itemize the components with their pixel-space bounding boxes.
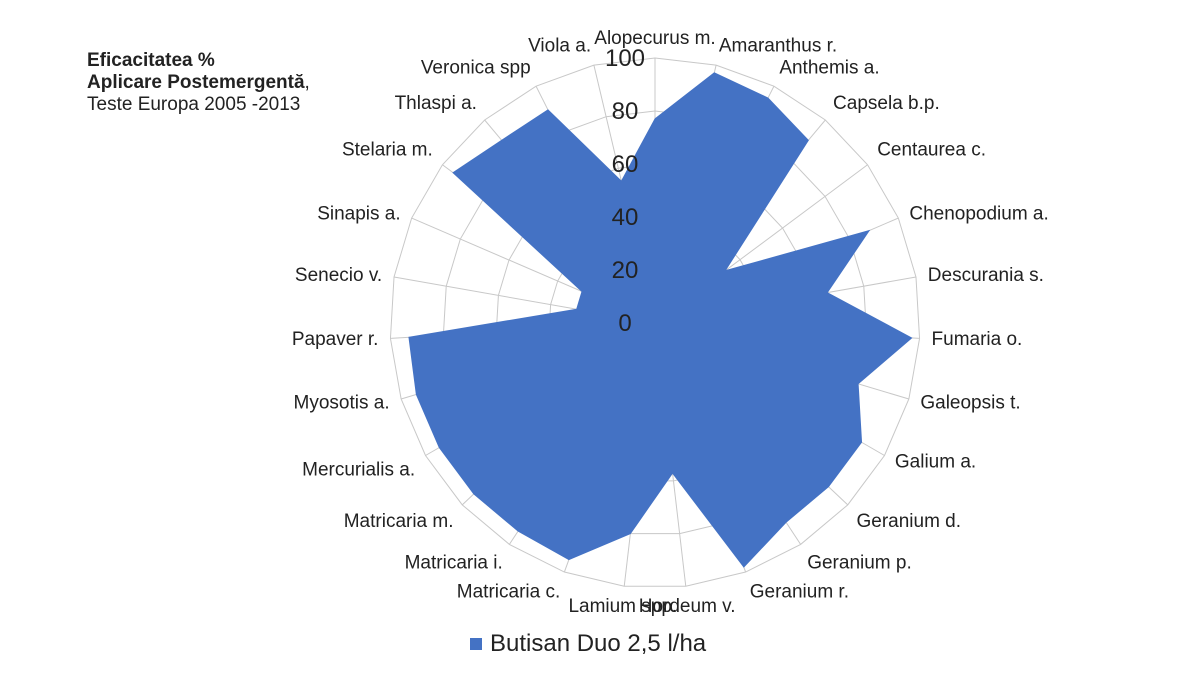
category-label: Alopecurus m.	[594, 28, 715, 49]
category-label: Viola a.	[528, 35, 591, 56]
category-label: Matricaria c.	[457, 581, 560, 602]
category-label: Thlaspi a.	[395, 93, 477, 114]
chart-title: Eficacitatea %	[87, 50, 215, 71]
category-labels: Alopecurus m. Amaranthus r.Anthemis a. Cap…	[292, 28, 1049, 617]
chart-subtitle-2: Teste Europa 2005 -2013	[87, 94, 301, 115]
category-label: Geranium d.	[856, 511, 961, 532]
radial-tick-label: 0	[618, 310, 631, 337]
radar-ring	[442, 110, 868, 535]
category-label: Capsela b.p.	[833, 93, 940, 114]
category-label: Centaurea c.	[877, 140, 986, 161]
chart-subtitle-bold: Aplicare Postemergentă	[87, 72, 305, 93]
category-label: Geranium p.	[807, 552, 912, 573]
chart-subtitle-comma: ,	[304, 72, 310, 93]
category-label: Matricaria m.	[344, 511, 454, 532]
series-area	[408, 72, 913, 568]
category-label: Mercurialis a.	[302, 460, 415, 481]
category-label: Hordeum v.	[639, 596, 736, 617]
category-label: Stelaria m.	[342, 140, 433, 161]
category-label: Papaver r.	[292, 329, 379, 350]
category-label: Geranium r.	[750, 581, 849, 602]
radar-ring	[389, 57, 921, 587]
category-label: Myosotis a.	[294, 392, 390, 413]
category-label: Sinapis a.	[317, 203, 400, 224]
radial-tick-label: 80	[612, 98, 639, 125]
category-label: Anthemis a.	[779, 57, 879, 78]
legend-label: Butisan Duo 2,5 l/ha	[490, 630, 707, 657]
radial-tick-label: 40	[612, 204, 639, 231]
category-label: Matricaria i.	[405, 552, 503, 573]
chart-subtitle-1: Aplicare Postemergentă,	[87, 72, 310, 94]
legend: Butisan Duo 2,5 l/ha	[470, 630, 706, 658]
category-label: Senecio v.	[295, 265, 382, 286]
category-label: Veronica spp	[421, 57, 531, 78]
chart-title-block: Eficacitatea % Aplicare Postemergentă, T…	[87, 50, 310, 116]
radial-tick-label: 60	[612, 151, 639, 178]
series-layer	[408, 72, 913, 568]
category-label: Chenopodium a.	[909, 203, 1048, 224]
category-label: Descurania s.	[928, 265, 1044, 286]
category-label: Fumaria o.	[932, 329, 1023, 350]
category-label: Lamium spp.	[568, 596, 677, 617]
category-label: Galium a.	[895, 452, 976, 473]
category-label: Galeopsis t.	[920, 392, 1020, 413]
radial-tick-labels: 0 20 40 60 80 100	[605, 45, 645, 337]
category-label: Amaranthus r.	[719, 35, 837, 56]
radial-tick-label: 20	[612, 257, 639, 284]
legend-swatch	[470, 638, 482, 650]
radial-tick-label: 100	[605, 45, 645, 72]
